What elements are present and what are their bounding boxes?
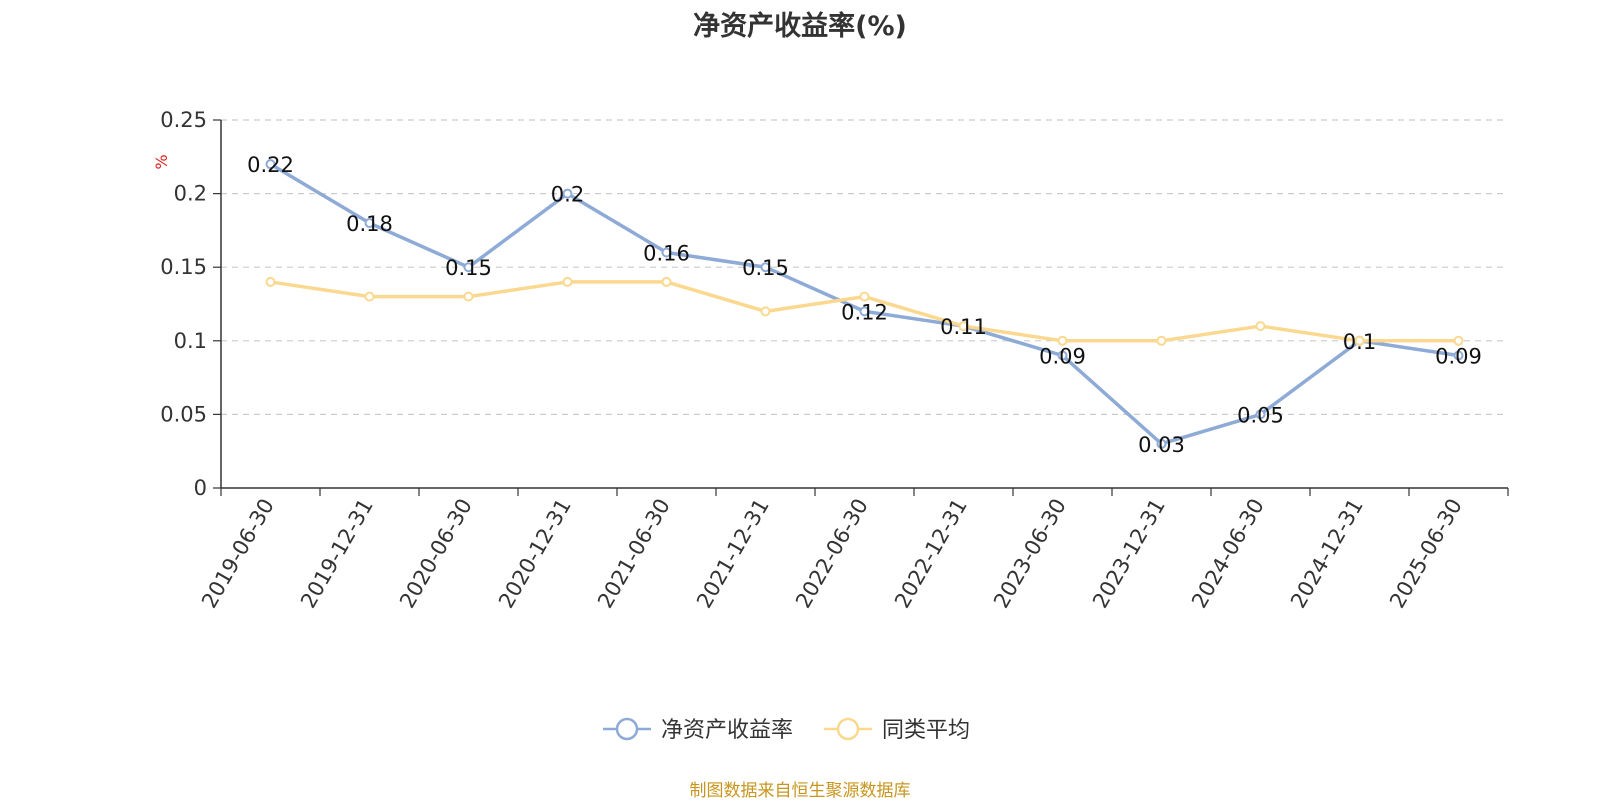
x-tick-label: 2022-06-30 <box>791 495 873 613</box>
x-tick-label: 2024-12-31 <box>1286 495 1368 613</box>
data-label: 0.2 <box>551 183 584 207</box>
series-point <box>1057 335 1068 346</box>
data-label: 0.1 <box>1343 330 1376 354</box>
data-label: 0.09 <box>1039 345 1086 369</box>
series-point <box>562 276 573 287</box>
series-lines <box>265 159 1464 449</box>
series-point <box>1156 438 1167 449</box>
data-label: 0.18 <box>346 212 393 236</box>
series-point <box>1453 335 1464 346</box>
x-tick-label: 2021-12-31 <box>692 495 774 613</box>
series-point <box>265 276 276 287</box>
series-point <box>1255 409 1266 420</box>
data-label: 0.09 <box>1435 345 1482 369</box>
series-point <box>958 321 969 332</box>
y-tick-label: 0.15 <box>160 255 207 279</box>
legend[interactable]: 净资产收益率 同类平均 <box>603 717 970 743</box>
data-label: 0.22 <box>247 153 294 177</box>
y-tick-label: 0.2 <box>174 182 207 206</box>
y-tick-label: 0 <box>194 476 207 500</box>
x-tick-label: 2023-06-30 <box>989 495 1071 613</box>
series-point <box>562 188 573 199</box>
legend-item[interactable]: 净资产收益率 <box>603 717 793 743</box>
data-label: 0.11 <box>940 315 987 339</box>
y-tick-label: 0.25 <box>160 108 207 132</box>
x-tick-label: 2024-06-30 <box>1187 495 1269 613</box>
y-tick-label: 0.1 <box>174 329 207 353</box>
x-tick-label: 2023-12-31 <box>1088 495 1170 613</box>
y-tick-label: 0.05 <box>160 402 207 426</box>
x-tick-label: 2021-06-30 <box>593 495 675 613</box>
series-point <box>463 291 474 302</box>
series-point <box>1354 335 1365 346</box>
legend-circle-icon <box>836 717 860 741</box>
data-label: 0.15 <box>445 256 492 280</box>
legend-label: 净资产收益率 <box>661 718 793 743</box>
series-point <box>364 218 375 229</box>
series-point <box>760 306 771 317</box>
x-tick-label: 2020-06-30 <box>395 495 477 613</box>
x-tick-label: 2020-12-31 <box>494 495 576 613</box>
series-point <box>364 291 375 302</box>
series-point <box>1156 335 1167 346</box>
series-point <box>463 262 474 273</box>
data-label: 0.16 <box>643 241 690 265</box>
series-point <box>661 276 672 287</box>
y-axis-unit: % <box>152 154 171 169</box>
x-tick-label: 2025-06-30 <box>1385 495 1467 613</box>
grid-lines <box>221 119 1508 415</box>
x-tick-label: 2019-12-31 <box>296 495 378 613</box>
legend-circle-icon <box>615 717 639 741</box>
axes: 0 0.05 0.1 0.15 0.2 0.25% 2019-06-30 2019-12-31… <box>152 108 1509 613</box>
series-point <box>265 159 276 170</box>
legend-label: 同类平均 <box>882 718 970 743</box>
series-point <box>859 306 870 317</box>
data-label: 0.12 <box>841 300 888 324</box>
x-tick-label: 2019-06-30 <box>197 495 279 613</box>
x-tick-label: 2022-12-31 <box>890 495 972 613</box>
series-point <box>760 262 771 273</box>
legend-item[interactable]: 同类平均 <box>824 717 970 743</box>
series-point <box>661 247 672 258</box>
series-point <box>859 291 870 302</box>
data-label: 0.05 <box>1237 403 1284 427</box>
data-labels: 0.22 0.18 0.15 0.2 0.16 0.15 0.12 0.11 0.09 0.03 0… <box>247 153 1482 457</box>
data-label: 0.15 <box>742 256 789 280</box>
series-point <box>1255 321 1266 332</box>
source-note: 制图数据来自恒生聚源数据库 <box>689 781 911 801</box>
series-point <box>1453 350 1464 361</box>
data-label: 0.03 <box>1138 433 1185 457</box>
series-point <box>1057 350 1068 361</box>
chart-title: 净资产收益率(%) <box>693 11 907 42</box>
